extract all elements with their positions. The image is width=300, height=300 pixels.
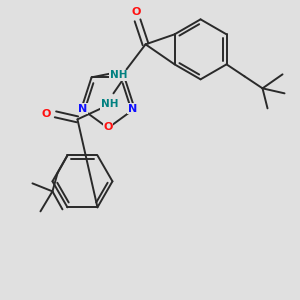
Text: N: N <box>78 104 87 114</box>
Text: N: N <box>128 104 137 114</box>
Text: O: O <box>42 109 51 119</box>
Text: O: O <box>132 7 141 17</box>
Text: NH: NH <box>101 99 118 109</box>
Text: O: O <box>103 122 113 132</box>
Text: NH: NH <box>110 70 127 80</box>
